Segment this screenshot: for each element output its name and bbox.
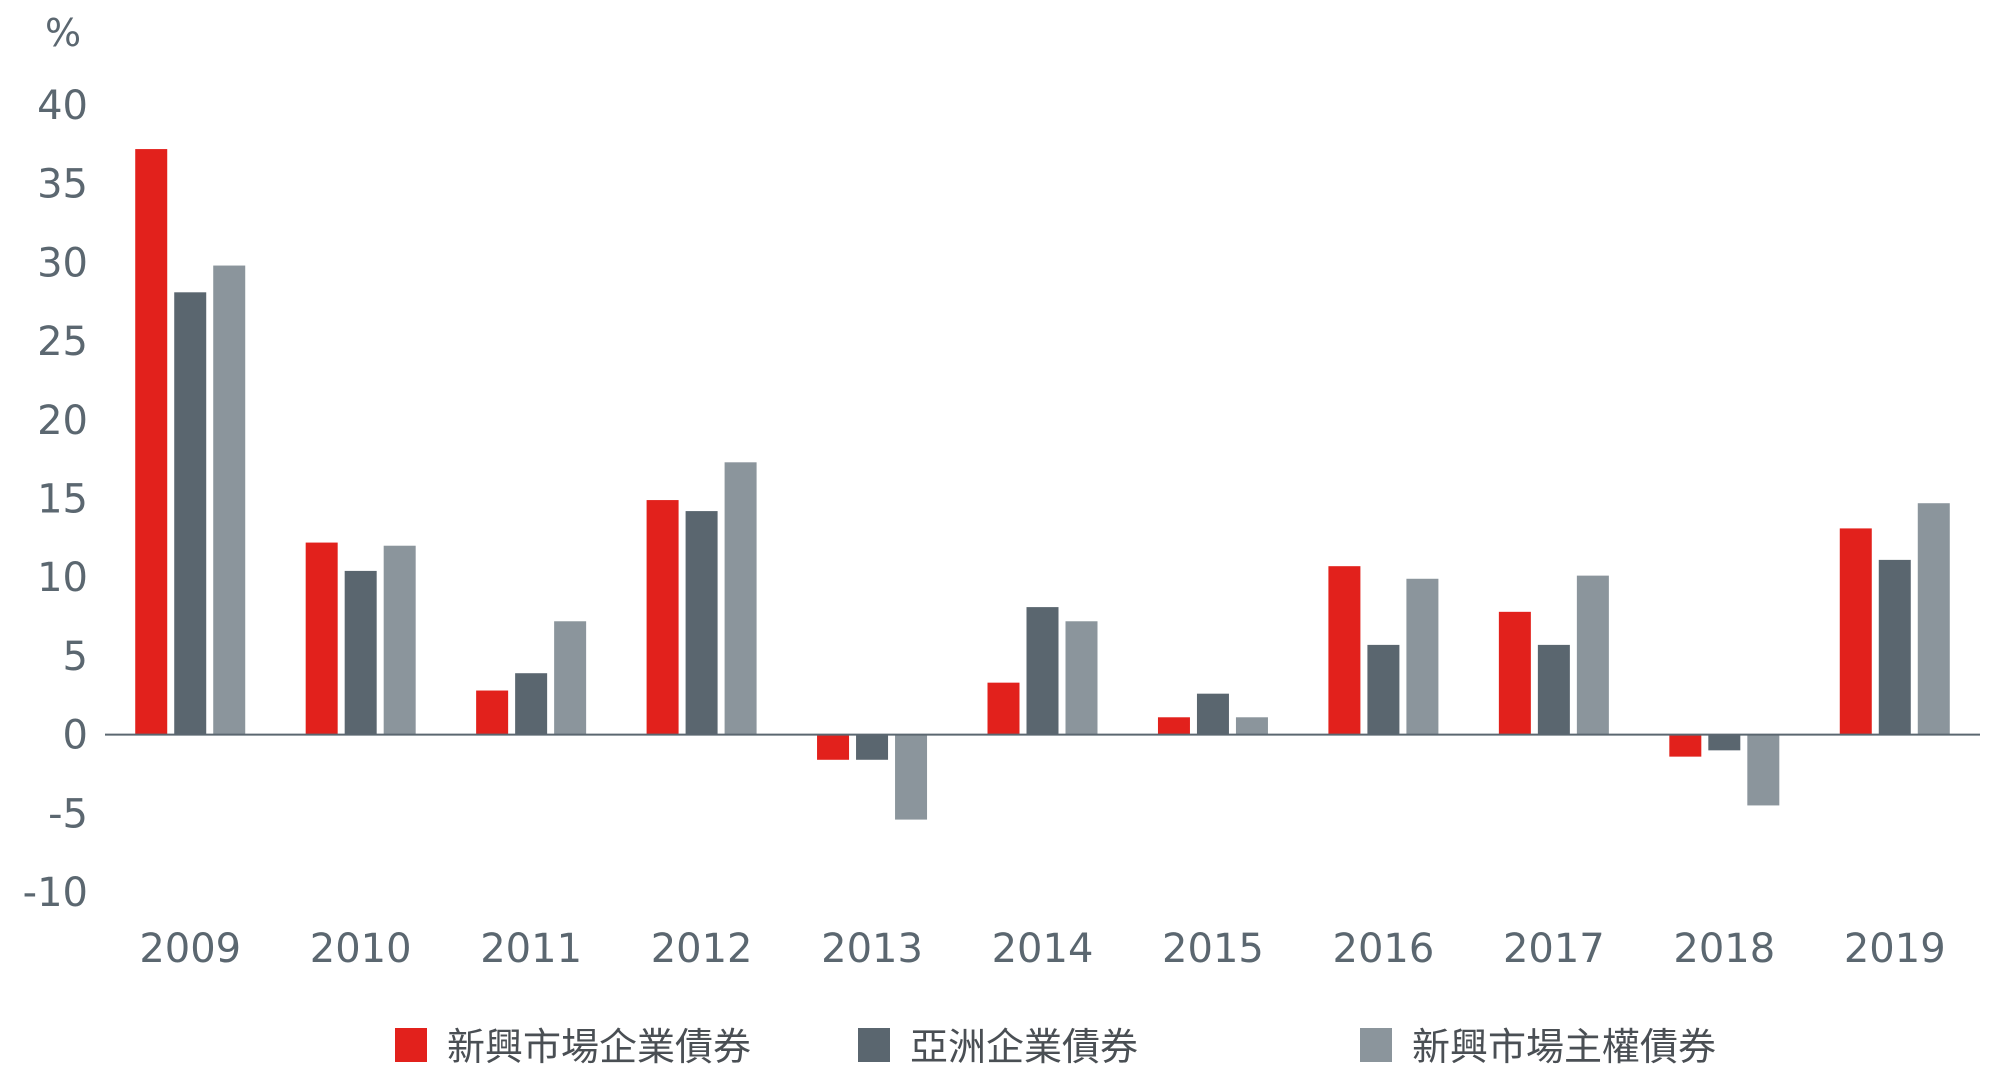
y-tick-label: 0 [63, 713, 88, 759]
x-tick-label: 2019 [1844, 926, 1946, 972]
bar [515, 673, 548, 735]
x-tick-label: 2011 [480, 926, 582, 972]
y-tick-label: 30 [37, 240, 88, 286]
legend-swatch [1360, 1028, 1392, 1062]
x-axis-ticks: 2009 2010 2011 2012 2013 2014 2015 2016 2017 2018… [139, 926, 1945, 972]
bar [554, 621, 587, 735]
bar [213, 265, 246, 735]
x-tick-label: 2010 [310, 926, 412, 972]
bar [856, 734, 889, 760]
bar [1669, 734, 1702, 757]
x-tick-label: 2014 [992, 926, 1094, 972]
y-tick-label: 20 [37, 398, 88, 444]
y-tick-label: -10 [23, 870, 88, 916]
bar [135, 149, 168, 735]
bar [1406, 578, 1439, 735]
bar [174, 292, 207, 735]
bar [1367, 644, 1400, 735]
bar [1747, 734, 1780, 806]
y-tick-label: -5 [48, 791, 88, 837]
x-tick-label: 2009 [139, 926, 241, 972]
legend-swatch [395, 1028, 427, 1062]
x-tick-label: 2017 [1503, 926, 1605, 972]
y-tick-label: 10 [37, 555, 88, 601]
bar [724, 462, 757, 735]
bar [1537, 644, 1570, 735]
bars [135, 149, 1950, 820]
bar [1328, 566, 1361, 735]
bar [1157, 717, 1190, 735]
bar [344, 570, 377, 735]
bar [1498, 611, 1531, 735]
y-tick-label: 25 [37, 319, 88, 365]
legend-label: 新興市場主權債券 [1412, 1025, 1716, 1069]
bar [987, 682, 1020, 735]
bar [685, 511, 718, 735]
y-axis-unit-label: % [45, 11, 81, 55]
bar [646, 500, 679, 735]
bar [817, 734, 850, 760]
legend-label: 亞洲企業債券 [910, 1025, 1138, 1069]
y-tick-label: 15 [37, 477, 88, 523]
bar [1065, 621, 1098, 735]
bar [1878, 559, 1911, 735]
y-tick-label: 5 [63, 634, 88, 680]
bar [476, 690, 509, 735]
x-tick-label: 2016 [1333, 926, 1435, 972]
bar [895, 734, 928, 820]
legend-label: 新興市場企業債券 [447, 1025, 751, 1069]
y-tick-label: 40 [37, 83, 88, 129]
x-tick-label: 2018 [1673, 926, 1775, 972]
bar [1196, 693, 1229, 735]
bar [1839, 528, 1872, 735]
x-tick-label: 2015 [1162, 926, 1264, 972]
bar [1026, 607, 1059, 735]
y-axis-ticks: 40 35 30 25 20 15 10 5 0 -5 -10 [23, 83, 88, 916]
bar [1917, 503, 1950, 735]
bar [305, 542, 338, 735]
bar [383, 545, 416, 735]
legend-swatch [858, 1028, 890, 1062]
bar [1576, 575, 1609, 735]
bar [1708, 734, 1741, 751]
bar [1235, 717, 1268, 735]
y-tick-label: 35 [37, 162, 88, 208]
x-tick-label: 2012 [651, 926, 753, 972]
x-tick-label: 2013 [821, 926, 923, 972]
legend: 新興市場企業債券 亞洲企業債券 新興市場主權債券 [395, 1025, 1716, 1069]
